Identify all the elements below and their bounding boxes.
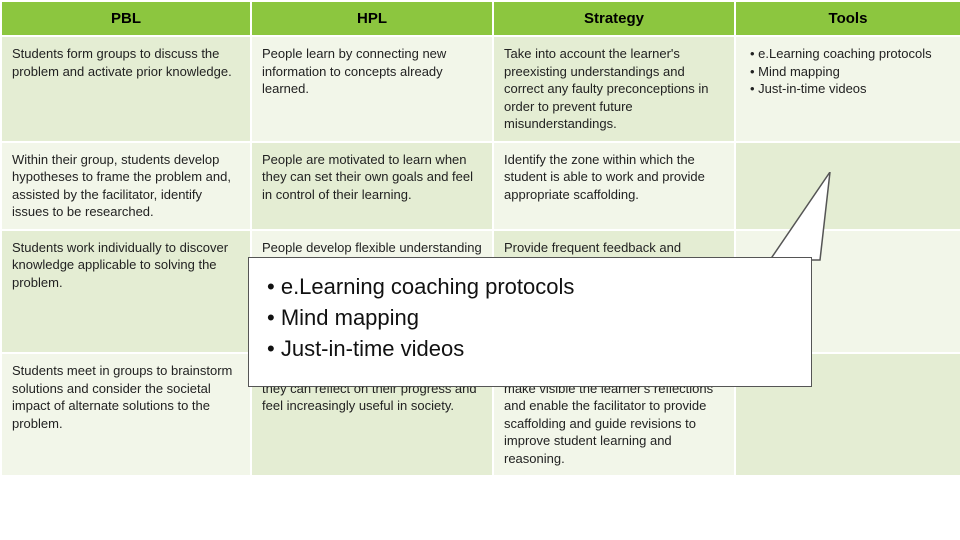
callout-line: e.Learning coaching protocols xyxy=(267,272,793,303)
table-row: Students form groups to discuss the prob… xyxy=(1,36,960,142)
tools-list: e.Learning coaching protocols Mind mappi… xyxy=(746,45,950,98)
cell-pbl: Students meet in groups to brainstorm so… xyxy=(1,353,251,476)
callout-box: e.Learning coaching protocols Mind mappi… xyxy=(248,257,812,387)
callout-line: Just-in-time videos xyxy=(267,334,793,365)
col-header-pbl: PBL xyxy=(1,1,251,36)
cell-hpl: People learn by connecting new informati… xyxy=(251,36,493,142)
tools-item: Mind mapping xyxy=(750,63,950,81)
table-row: Within their group, students develop hyp… xyxy=(1,142,960,230)
comparison-table: PBL HPL Strategy Tools Students form gro… xyxy=(0,0,960,477)
cell-tools xyxy=(735,142,960,230)
cell-pbl: Students form groups to discuss the prob… xyxy=(1,36,251,142)
col-header-hpl: HPL xyxy=(251,1,493,36)
col-header-tools: Tools xyxy=(735,1,960,36)
table-header-row: PBL HPL Strategy Tools xyxy=(1,1,960,36)
tools-item: e.Learning coaching protocols xyxy=(750,45,950,63)
cell-tools: e.Learning coaching protocols Mind mappi… xyxy=(735,36,960,142)
tools-item: Just-in-time videos xyxy=(750,80,950,98)
callout-line: Mind mapping xyxy=(267,303,793,334)
col-header-strategy: Strategy xyxy=(493,1,735,36)
cell-strategy: Identify the zone within which the stude… xyxy=(493,142,735,230)
cell-pbl: Students work individually to discover k… xyxy=(1,230,251,353)
cell-strategy: Take into account the learner's preexist… xyxy=(493,36,735,142)
cell-hpl: People are motivated to learn when they … xyxy=(251,142,493,230)
cell-pbl: Within their group, students develop hyp… xyxy=(1,142,251,230)
